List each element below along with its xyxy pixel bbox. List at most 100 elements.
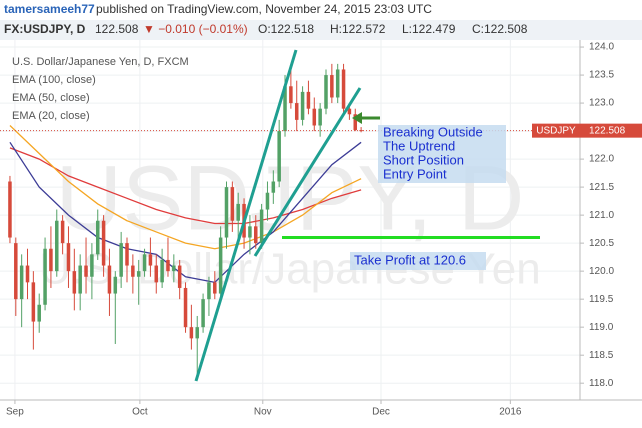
- candle-body: [277, 131, 281, 182]
- annotation: Breaking Outside: [383, 124, 483, 139]
- candle-body: [335, 69, 340, 98]
- symbol-marker: [532, 123, 580, 138]
- candle-body: [160, 259, 164, 283]
- y-tick-label: 119.5: [589, 294, 614, 305]
- candle-body: [101, 220, 106, 266]
- price-marker: [580, 123, 642, 138]
- ema-line: [9, 125, 362, 250]
- candle-body: [330, 75, 334, 98]
- candle-body: [353, 114, 358, 131]
- price-marker-label: 122.508: [589, 125, 626, 136]
- legend-entry: EMA (50, close): [12, 92, 90, 104]
- y-tick-label: 122.0: [589, 154, 614, 165]
- y-tick-label: 118.0: [589, 378, 614, 389]
- candle-body: [341, 69, 346, 109]
- candle-body: [347, 108, 352, 115]
- candle-body: [154, 265, 159, 283]
- y-tick-label: 119.0: [589, 322, 614, 333]
- candle-body: [49, 248, 53, 272]
- symbol: FX:USDJPY, D: [4, 22, 86, 36]
- legend-entry: EMA (100, close): [12, 74, 96, 86]
- annotation: The Uptrend: [383, 138, 455, 153]
- author[interactable]: tamersameeh77: [4, 2, 95, 16]
- ohlc: C:122.508: [472, 22, 528, 36]
- candle-body: [312, 108, 317, 126]
- candle-body: [224, 187, 229, 238]
- x-tick-label: 2016: [499, 407, 522, 418]
- change: ▼ −0.010 (−0.01%): [143, 22, 248, 36]
- ohlc: O:122.518: [258, 22, 314, 36]
- candle-body: [131, 265, 135, 277]
- candle-body: [90, 254, 94, 277]
- candle-body: [259, 209, 264, 244]
- candle-body: [84, 265, 88, 277]
- candle-body: [8, 181, 12, 238]
- annotation: Entry Point: [383, 166, 447, 181]
- take-profit-label: Take Profit at 120.6: [354, 252, 466, 267]
- candle-body: [31, 282, 36, 322]
- y-tick-label: 123.5: [589, 70, 614, 81]
- candle-body: [213, 282, 217, 294]
- candle-body: [136, 271, 141, 277]
- candle-body: [254, 226, 258, 244]
- last: 122.508: [95, 22, 139, 36]
- x-tick-label: Oct: [132, 407, 148, 418]
- y-tick-label: 124.0: [589, 42, 614, 53]
- annotation-box: [378, 125, 506, 183]
- candle-body: [318, 108, 322, 126]
- annotation: Short Position: [383, 152, 464, 167]
- candle-body: [166, 259, 170, 272]
- y-tick-label: 118.5: [589, 350, 614, 361]
- y-tick-label: 121.0: [589, 210, 614, 221]
- published: published on TradingView.com, November 2…: [96, 2, 432, 16]
- ema-line: [9, 141, 362, 284]
- symbol-marker-label: USDJPY: [536, 125, 576, 136]
- trend-line: [253, 87, 362, 257]
- ema-line: [9, 147, 362, 225]
- candle-body: [19, 265, 24, 300]
- legend-title: U.S. Dollar/Japanese Yen, D, FXCM: [12, 56, 189, 68]
- x-tick-label: Dec: [372, 407, 390, 418]
- candle-body: [359, 130, 363, 132]
- ohlc: H:122.572: [330, 22, 386, 36]
- candle-body: [78, 265, 82, 294]
- candle-body: [248, 226, 252, 238]
- candle-body: [148, 254, 153, 266]
- candle-body: [43, 248, 47, 305]
- y-tick-label: 123.0: [589, 98, 614, 109]
- x-tick-label: Nov: [254, 407, 272, 418]
- ohlc: L:122.479: [402, 22, 456, 36]
- candle-body: [172, 265, 176, 272]
- symbol-bar: [0, 20, 642, 40]
- candle-body: [119, 243, 123, 277]
- candle-body: [218, 237, 223, 294]
- candle-body: [25, 265, 30, 283]
- candle-body: [306, 91, 311, 109]
- candle-body: [294, 103, 299, 120]
- y-tick-label: 121.5: [589, 182, 614, 193]
- candle-body: [207, 282, 211, 300]
- candle-body: [201, 299, 205, 328]
- candle-body: [265, 192, 270, 210]
- trend-line: [194, 49, 298, 382]
- candle-body: [37, 304, 41, 322]
- y-tick-label: 120.0: [589, 266, 614, 277]
- candle-body: [289, 86, 293, 104]
- candle-body: [177, 265, 182, 288]
- arrow-head: [352, 112, 362, 124]
- candle-body: [183, 287, 188, 328]
- legend-entry: EMA (20, close): [12, 110, 90, 122]
- candle-body: [14, 243, 18, 300]
- candle-body: [95, 220, 100, 255]
- candle-body: [142, 254, 147, 272]
- candle-body: [125, 243, 129, 266]
- annotation-box: [350, 252, 486, 270]
- candle-body: [271, 181, 276, 193]
- candle-body: [195, 327, 199, 339]
- candle-body: [300, 91, 305, 120]
- candle-body: [113, 276, 118, 294]
- y-tick-label: 120.5: [589, 238, 614, 249]
- candle-body: [107, 265, 112, 294]
